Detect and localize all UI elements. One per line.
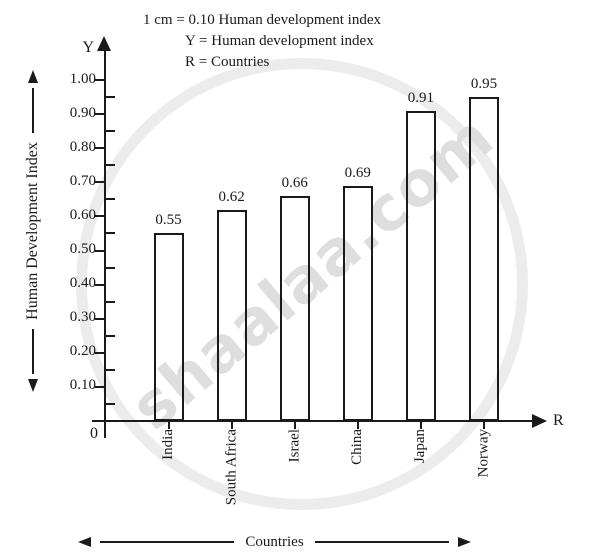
y-minor-tick [105, 232, 115, 235]
y-axis-caption: Human Development Index [21, 69, 45, 392]
y-tick-label: 0.40 [69, 275, 96, 292]
y-axis-caption-text: Human Development Index [24, 142, 41, 320]
y-minor-tick [105, 368, 115, 371]
down-arrow-icon [28, 379, 38, 392]
x-tick [483, 421, 485, 429]
y-major-tick [95, 249, 105, 252]
y-tick-label: 1.00 [69, 70, 96, 87]
bar-value-label-israel: 0.66 [281, 174, 308, 191]
x-category-label-japan: Japan [412, 429, 429, 464]
x-axis-line [92, 420, 533, 422]
bar-value-label-india: 0.55 [155, 212, 182, 229]
x-category-label-norway: Norway [475, 429, 492, 478]
y-major-tick [95, 113, 105, 116]
bar-china [342, 185, 373, 421]
bar-israel [279, 195, 310, 421]
y-minor-tick [105, 130, 115, 133]
legend-y-note: Y = Human development index [185, 33, 374, 49]
bar-value-label-japan: 0.91 [407, 89, 435, 106]
y-minor-tick [105, 198, 115, 201]
x-category-label-china: China [349, 429, 366, 465]
y-minor-tick [105, 266, 115, 269]
y-major-tick [95, 283, 105, 286]
origin-label: 0 [90, 425, 98, 442]
x-category-label-india: India [160, 429, 176, 460]
caption-line [314, 541, 449, 543]
legend-scale-note: 1 cm = 0.10 Human development index [143, 12, 381, 28]
y-major-tick [95, 215, 105, 218]
x-tick [356, 421, 359, 429]
y-major-tick [95, 147, 105, 150]
y-axis-symbol: Y [82, 39, 94, 56]
y-major-tick [95, 181, 105, 184]
x-tick [293, 421, 296, 429]
y-tick-label: 0.50 [69, 241, 96, 257]
y-minor-tick [105, 164, 115, 167]
bar-value-label-china: 0.69 [344, 164, 371, 181]
y-major-tick [95, 317, 105, 320]
y-tick-label: 0.10 [69, 377, 96, 394]
x-axis-symbol: R [553, 412, 564, 429]
y-minor-tick [105, 96, 115, 99]
y-axis-line [103, 48, 106, 438]
y-minor-tick [105, 300, 115, 303]
y-tick-label: 0.80 [69, 138, 96, 155]
x-tick [167, 421, 170, 429]
y-axis-arrowhead-icon [97, 36, 111, 51]
legend-r-note: R = Countries [185, 54, 270, 70]
y-tick-label: 0.90 [69, 104, 96, 121]
y-minor-tick [105, 402, 115, 405]
bar-norway [469, 97, 499, 421]
caption-line [32, 328, 34, 374]
watermark-circle-icon [76, 58, 528, 510]
x-axis-caption-text: Countries [245, 533, 304, 550]
caption-line [32, 87, 34, 134]
legend: 1 cm = 0.10 Human development index Y = … [143, 10, 381, 73]
x-category-label-israel: Israel [286, 429, 303, 463]
x-axis-caption: Countries [78, 533, 471, 551]
caption-line [100, 541, 235, 543]
y-minor-tick [105, 334, 115, 337]
y-major-tick [95, 79, 105, 81]
right-arrow-icon [458, 537, 471, 547]
bar-india [153, 233, 184, 421]
y-tick-label: 0.30 [69, 309, 96, 326]
x-tick [419, 421, 422, 429]
y-tick-label: 0.20 [69, 343, 96, 360]
y-tick-label: 0.60 [69, 206, 96, 223]
x-tick [230, 421, 233, 429]
x-axis-arrowhead-icon [532, 414, 547, 428]
left-arrow-icon [78, 537, 91, 547]
x-category-label-south-africa: South Africa [223, 429, 240, 506]
y-tick-label: 0.70 [69, 172, 96, 189]
bar-japan [405, 110, 436, 421]
bar-value-label-norway: 0.95 [470, 76, 498, 93]
y-major-tick [95, 351, 105, 354]
up-arrow-icon [28, 69, 38, 83]
bar-value-label-south-africa: 0.62 [218, 188, 245, 205]
bar-south-africa [216, 209, 247, 421]
y-major-tick [95, 385, 105, 388]
